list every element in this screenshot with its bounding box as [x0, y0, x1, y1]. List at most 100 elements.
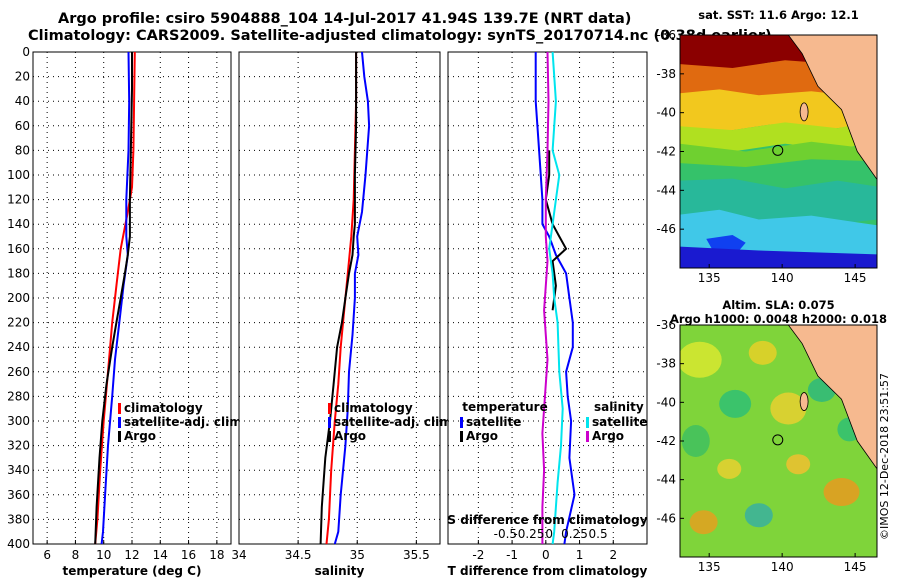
sla_map-ytick-label: -38 — [656, 357, 676, 371]
sst_map-land — [787, 35, 877, 181]
sst_map-float-marker — [772, 144, 784, 156]
depth-tick-label: 140 — [7, 217, 30, 231]
depth-tick-label: 120 — [7, 193, 30, 207]
sst_map-ytick-label: -42 — [656, 145, 676, 159]
sst_map-island — [799, 102, 809, 122]
difference-xtick-label: 2 — [609, 548, 617, 562]
depth-tick-label: 180 — [7, 266, 30, 280]
depth-tick-label: 300 — [7, 414, 30, 428]
difference-series-t-argo — [544, 150, 568, 311]
sal-legend-satellite-label: satellite-adj. clim. — [334, 415, 456, 429]
temperature-xtick-label: 8 — [72, 548, 80, 562]
sla_map-xtick-label: 140 — [771, 560, 794, 574]
diff-legend-s-argo-label: Argo — [592, 429, 624, 443]
temperature-xtick-label: 18 — [209, 548, 224, 562]
temperature-series-argo — [94, 52, 133, 545]
depth-tick-label: 320 — [7, 439, 30, 453]
diff-legend-salinity-title: salinity — [594, 400, 644, 414]
sla_map-island — [799, 392, 809, 411]
temp-legend-climatology-swatch — [118, 403, 121, 414]
sla_map-float-marker — [772, 434, 784, 446]
difference-xlabel: T difference from climatology — [448, 564, 648, 578]
sdiff-tick-label: -0.25 — [513, 527, 544, 541]
sst-band — [680, 120, 877, 152]
sst-band — [680, 246, 877, 268]
sal-legend-climatology-label: climatology — [334, 401, 413, 415]
sdiff-tick-label: 0.5 — [589, 527, 608, 541]
sal-legend-climatology-swatch — [328, 403, 331, 414]
temp-legend-argo-label: Argo — [124, 429, 156, 443]
difference-xtick-label: 1 — [576, 548, 584, 562]
temperature-xtick-label: 14 — [153, 548, 168, 562]
sst_map-panel — [679, 34, 878, 269]
sst_map-xtick-label: 140 — [771, 271, 794, 285]
sst_map-ytick-label: -44 — [656, 183, 676, 197]
sla_map-title: Altim. SLA: 0.075 — [722, 298, 834, 312]
depth-tick-label: 400 — [7, 537, 30, 551]
salinity-xtick-label: 34.5 — [285, 548, 312, 562]
temperature-xtick-label: 16 — [181, 548, 196, 562]
sst_map-xtick-label: 135 — [698, 271, 721, 285]
sst-band — [680, 141, 877, 168]
depth-tick-label: 80 — [15, 143, 30, 157]
difference-series-s-argo — [541, 51, 550, 544]
temp-legend-satellite-swatch — [118, 417, 121, 428]
depth-tick-label: 260 — [7, 365, 30, 379]
sal-legend-satellite-swatch — [328, 417, 331, 428]
temperature-xtick-label: 6 — [43, 548, 51, 562]
sst_map-ytick-label: -38 — [656, 67, 676, 81]
sal-legend-argo-label: Argo — [334, 429, 366, 443]
depth-tick-label: 360 — [7, 488, 30, 502]
sst_map-ytick-label: -46 — [656, 222, 676, 236]
sst-band — [680, 89, 877, 133]
sst_map-field — [680, 35, 877, 268]
sla_map-subtitle: Argo h1000: 0.0048 h2000: 0.018 — [670, 312, 887, 326]
depth-tick-label: 40 — [15, 94, 30, 108]
sla_map-land — [787, 325, 877, 470]
depth-tick-label: 280 — [7, 389, 30, 403]
sla_map-ytick-label: -46 — [656, 511, 676, 525]
diff-legend-t-satellite-swatch — [460, 417, 463, 428]
depth-tick-label: 240 — [7, 340, 30, 354]
sst-band — [706, 234, 746, 251]
depth-tick-label: 0 — [22, 45, 30, 59]
temperature-series-satellite-adj-clim- — [100, 51, 131, 545]
sst_map-ytick-label: -36 — [656, 28, 676, 42]
sla_map-ytick-label: -40 — [656, 395, 676, 409]
diff-legend-t-argo-label: Argo — [466, 429, 498, 443]
figure-title-line2: Climatology: CARS2009. Satellite-adjuste… — [28, 28, 772, 44]
difference-series-s-satellite — [548, 51, 564, 545]
sst_map-xtick-label: 145 — [844, 271, 867, 285]
sla-anomaly — [770, 392, 807, 425]
depth-tick-label: 220 — [7, 316, 30, 330]
temperature-xlabel: temperature (deg C) — [63, 564, 202, 578]
temp-legend-satellite-label: satellite-adj. clim. — [124, 415, 246, 429]
depth-tick-label: 160 — [7, 242, 30, 256]
diff-legend-t-argo-swatch — [460, 431, 463, 442]
temperature-xtick-label: 10 — [96, 548, 111, 562]
salinity-xtick-label: 35 — [350, 548, 365, 562]
sdiff-tick-label: -0.5 — [494, 527, 517, 541]
temperature-xtick-label: 12 — [124, 548, 139, 562]
sst_map-title: sat. SST: 11.6 Argo: 12.1 — [698, 8, 858, 22]
diff-legend-temperature-title: temperature — [462, 400, 547, 414]
figure-title-line1: Argo profile: csiro 5904888_104 14-Jul-2… — [58, 11, 632, 27]
sla_map-panel — [679, 324, 878, 558]
salinity-xlabel: salinity — [315, 564, 365, 578]
temperature-panel — [32, 51, 232, 545]
salinity-xtick-label: 35.5 — [403, 548, 430, 562]
salinity-panel — [238, 51, 441, 545]
sla-anomaly — [680, 341, 722, 378]
salinity-xtick-label: 34 — [231, 548, 246, 562]
difference-panel — [447, 51, 648, 545]
depth-tick-label: 20 — [15, 70, 30, 84]
sla_map-field — [680, 325, 877, 557]
sla-anomaly — [748, 340, 777, 365]
salinity-series-argo — [319, 52, 358, 545]
depth-tick-label: 100 — [7, 168, 30, 182]
difference-xtick-label: 0 — [542, 548, 550, 562]
difference-xtick-label: -1 — [506, 548, 518, 562]
depth-tick-label: 380 — [7, 512, 30, 526]
temperature-series-climatology — [94, 51, 136, 545]
